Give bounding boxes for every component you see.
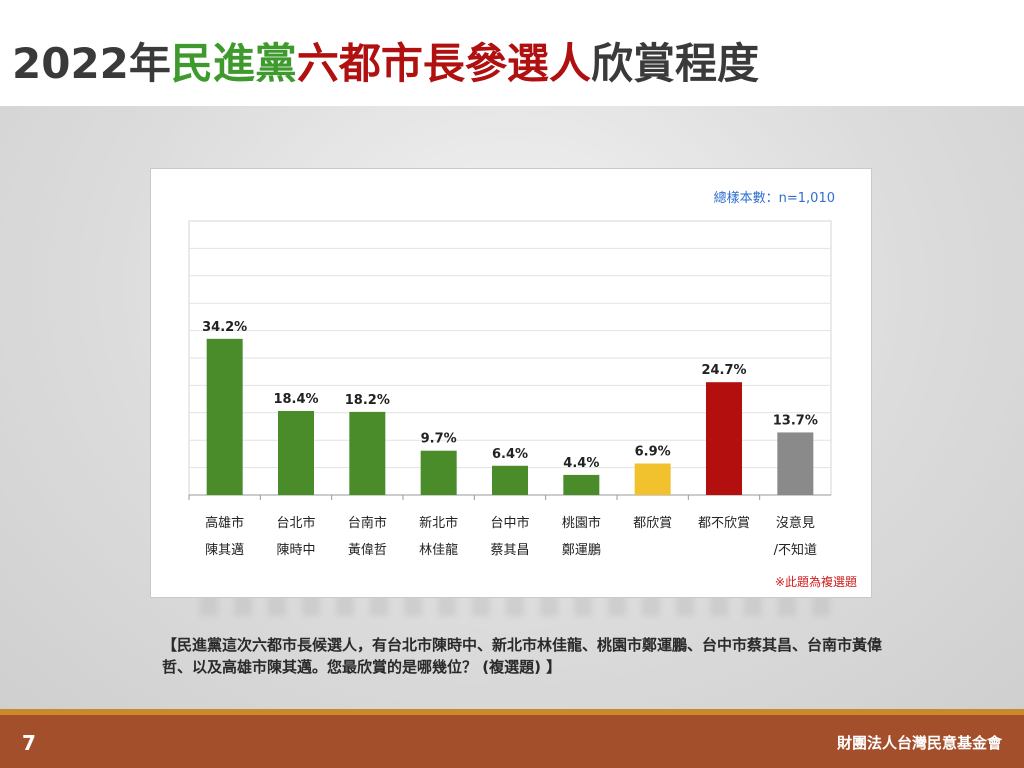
title-part-party: 民進黨 xyxy=(170,39,297,88)
category-label: 台南市 xyxy=(348,515,387,531)
category-label: 新北市 xyxy=(419,515,458,531)
footer-divider xyxy=(0,709,1024,715)
data-label: 6.9% xyxy=(635,444,671,459)
data-label: 13.7% xyxy=(773,413,818,428)
category-label: 黃偉哲 xyxy=(348,543,387,558)
data-label: 24.7% xyxy=(701,363,746,378)
title-bar: 2022年民進黨六都市長參選人欣賞程度 xyxy=(0,0,1024,106)
data-label: 6.4% xyxy=(492,447,528,462)
category-label: 蔡其昌 xyxy=(490,543,529,558)
organization-name: 財團法人台灣民意基金會 xyxy=(836,734,1002,752)
data-label: 18.4% xyxy=(273,392,318,407)
title-part-topic: 欣賞程度 xyxy=(590,39,759,88)
category-label: 台北市 xyxy=(276,515,315,531)
bar xyxy=(706,382,742,495)
category-label: 高雄市 xyxy=(205,515,244,531)
category-label: 台中市 xyxy=(490,515,529,531)
data-label: 34.2% xyxy=(202,320,247,335)
chart-card: 總樣本數：n=1,010 34.2% 高雄市陳其邁 18.4% 台北市陳時中 18.2%… xyxy=(150,168,872,598)
bar xyxy=(634,463,671,495)
slide-title: 2022年民進黨六都市長參選人欣賞程度 xyxy=(12,30,759,91)
title-part-year: 2022年 xyxy=(12,39,171,88)
category-label: /不知道 xyxy=(774,542,817,558)
title-part-candidates: 六都市長參選人 xyxy=(296,39,591,88)
data-label: 18.2% xyxy=(345,393,390,408)
page-number: 7 xyxy=(22,731,36,755)
category-label: 都不欣賞 xyxy=(698,516,750,531)
category-label: 桃園市 xyxy=(562,515,601,531)
category-label: 鄭運鵬 xyxy=(562,543,601,558)
category-label: 都欣賞 xyxy=(633,516,672,531)
data-label: 9.7% xyxy=(421,432,457,447)
footer-bar: 7 財團法人台灣民意基金會 xyxy=(0,715,1024,768)
bar xyxy=(349,411,386,495)
sample-size-label: 總樣本數：n=1,010 xyxy=(713,191,835,206)
data-label: 4.4% xyxy=(563,456,599,471)
bar xyxy=(563,474,600,495)
multi-choice-note: ※此題為複選題 xyxy=(774,575,857,589)
category-label: 林佳龍 xyxy=(419,542,458,558)
category-label: 陳時中 xyxy=(276,543,315,558)
bar xyxy=(278,410,314,495)
bar xyxy=(420,450,457,495)
survey-question: 【民進黨這次六都市長候選人，有台北市陳時中、新北市林佳龍、桃園市鄭運鵬、台中市蔡… xyxy=(162,636,883,676)
category-label: 沒意見 xyxy=(776,515,815,531)
bar-chart: 34.2% 高雄市陳其邁 18.4% 台北市陳時中 18.2% 台南市黃偉哲 9.7% 新北市… xyxy=(188,220,832,558)
bar xyxy=(492,465,528,495)
category-label: 陳其邁 xyxy=(205,543,244,558)
bar xyxy=(777,432,814,495)
bar xyxy=(206,338,243,495)
